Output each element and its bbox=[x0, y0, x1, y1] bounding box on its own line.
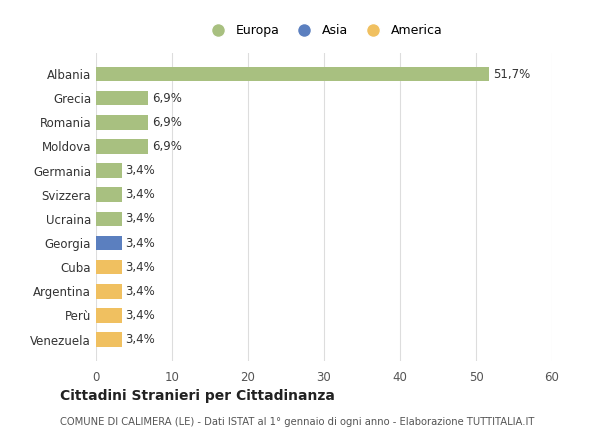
Bar bbox=[96, 236, 122, 250]
Bar bbox=[96, 260, 122, 275]
Text: 6,9%: 6,9% bbox=[152, 140, 182, 153]
Text: 3,4%: 3,4% bbox=[125, 333, 155, 346]
Bar bbox=[96, 308, 122, 323]
Bar bbox=[96, 139, 148, 154]
Text: 3,4%: 3,4% bbox=[125, 164, 155, 177]
Text: 3,4%: 3,4% bbox=[125, 309, 155, 322]
Bar bbox=[96, 187, 122, 202]
Bar bbox=[96, 67, 489, 81]
Bar bbox=[96, 332, 122, 347]
Bar bbox=[96, 115, 148, 129]
Legend: Europa, Asia, America: Europa, Asia, America bbox=[200, 19, 448, 42]
Text: 3,4%: 3,4% bbox=[125, 237, 155, 249]
Bar bbox=[96, 212, 122, 226]
Text: 3,4%: 3,4% bbox=[125, 213, 155, 225]
Text: 3,4%: 3,4% bbox=[125, 260, 155, 274]
Text: 51,7%: 51,7% bbox=[493, 68, 530, 81]
Text: 6,9%: 6,9% bbox=[152, 116, 182, 129]
Bar bbox=[96, 163, 122, 178]
Text: 3,4%: 3,4% bbox=[125, 285, 155, 298]
Bar bbox=[96, 91, 148, 106]
Text: 6,9%: 6,9% bbox=[152, 92, 182, 105]
Text: 3,4%: 3,4% bbox=[125, 188, 155, 201]
Text: Cittadini Stranieri per Cittadinanza: Cittadini Stranieri per Cittadinanza bbox=[60, 389, 335, 403]
Text: COMUNE DI CALIMERA (LE) - Dati ISTAT al 1° gennaio di ogni anno - Elaborazione T: COMUNE DI CALIMERA (LE) - Dati ISTAT al … bbox=[60, 417, 535, 427]
Bar bbox=[96, 284, 122, 298]
